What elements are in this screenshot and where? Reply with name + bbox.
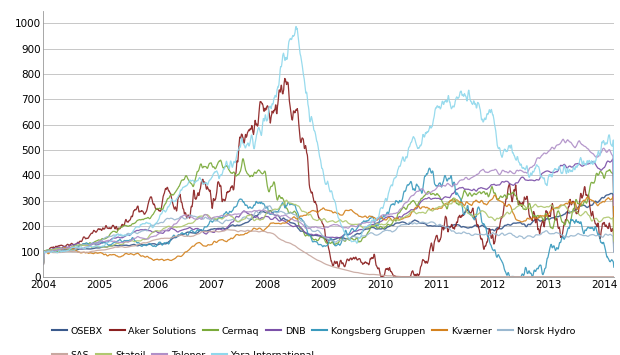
Legend: SAS, Statoil, Telenor, Yara International: SAS, Statoil, Telenor, Yara Internationa… xyxy=(48,347,318,355)
